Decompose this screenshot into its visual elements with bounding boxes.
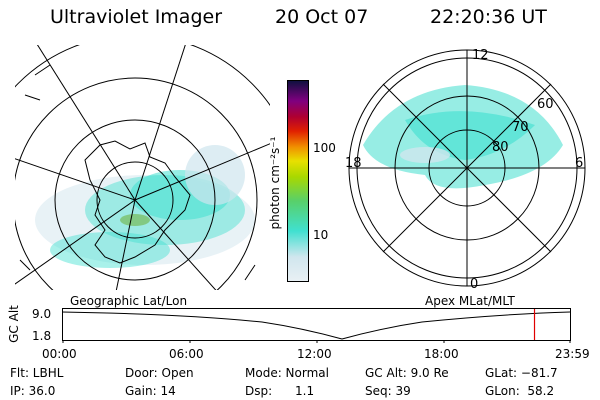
aurora-emission-left (35, 145, 255, 268)
mlt-lines (349, 50, 585, 286)
colorbar-tick-10: 10 (313, 228, 329, 242)
geographic-label: Geographic Lat/Lon (70, 294, 188, 308)
mlt-0: 0 (470, 277, 479, 292)
mlat-60: 60 (537, 97, 554, 112)
info-flt: Flt: LBHL (10, 366, 64, 380)
colorbar-unit: photon cm⁻²s⁻¹ (268, 136, 282, 230)
xtick-1200: 12:00 (297, 347, 332, 361)
mlt-18: 18 (345, 156, 362, 171)
info-dsp: Dsp: 1.1 (245, 384, 315, 398)
xtick-0600: 06:00 (169, 347, 204, 361)
magnetic-label: Apex MLat/MLT (425, 294, 515, 308)
mlat-70: 70 (512, 120, 529, 135)
magnetic-polar-plot (348, 49, 586, 287)
alt-ymin: 1.8 (32, 329, 52, 343)
altitude-curve (62, 311, 571, 340)
date: 20 Oct 07 (275, 6, 369, 28)
info-gain: Gain: 14 (125, 384, 176, 398)
info-mode: Mode: Normal (245, 366, 329, 380)
mlt-12: 12 (472, 48, 489, 63)
info-ip: IP: 36.0 (10, 384, 56, 398)
mlt-6: 6 (575, 156, 584, 171)
info-seq: Seq: 39 (365, 384, 411, 398)
xtick-0000: 00:00 (42, 347, 77, 361)
xtick-2359: 23:59 (555, 347, 590, 361)
altitude-plot (62, 308, 571, 343)
info-glat: GLat: −81.7 (485, 366, 558, 380)
info-door: Door: Open (125, 366, 194, 380)
info-glon: GLon: 58.2 (485, 384, 555, 398)
geographic-map (15, 45, 270, 290)
time: 22:20:36 UT (430, 6, 547, 28)
colorbar-tick-100: 100 (313, 141, 336, 155)
alt-ylabel: GC Alt (7, 305, 21, 343)
meridians (15, 45, 270, 290)
colorbar (287, 80, 309, 282)
info-gcalt: GC Alt: 9.0 Re (365, 366, 449, 380)
xtick-1800: 18:00 (424, 347, 459, 361)
alt-ymax: 9.0 (32, 307, 52, 321)
mlat-80: 80 (492, 140, 509, 155)
coastline (84, 140, 191, 264)
aurora-emission-right (363, 85, 563, 189)
title: Ultraviolet Imager (50, 6, 223, 28)
latitude-circles (15, 45, 270, 290)
